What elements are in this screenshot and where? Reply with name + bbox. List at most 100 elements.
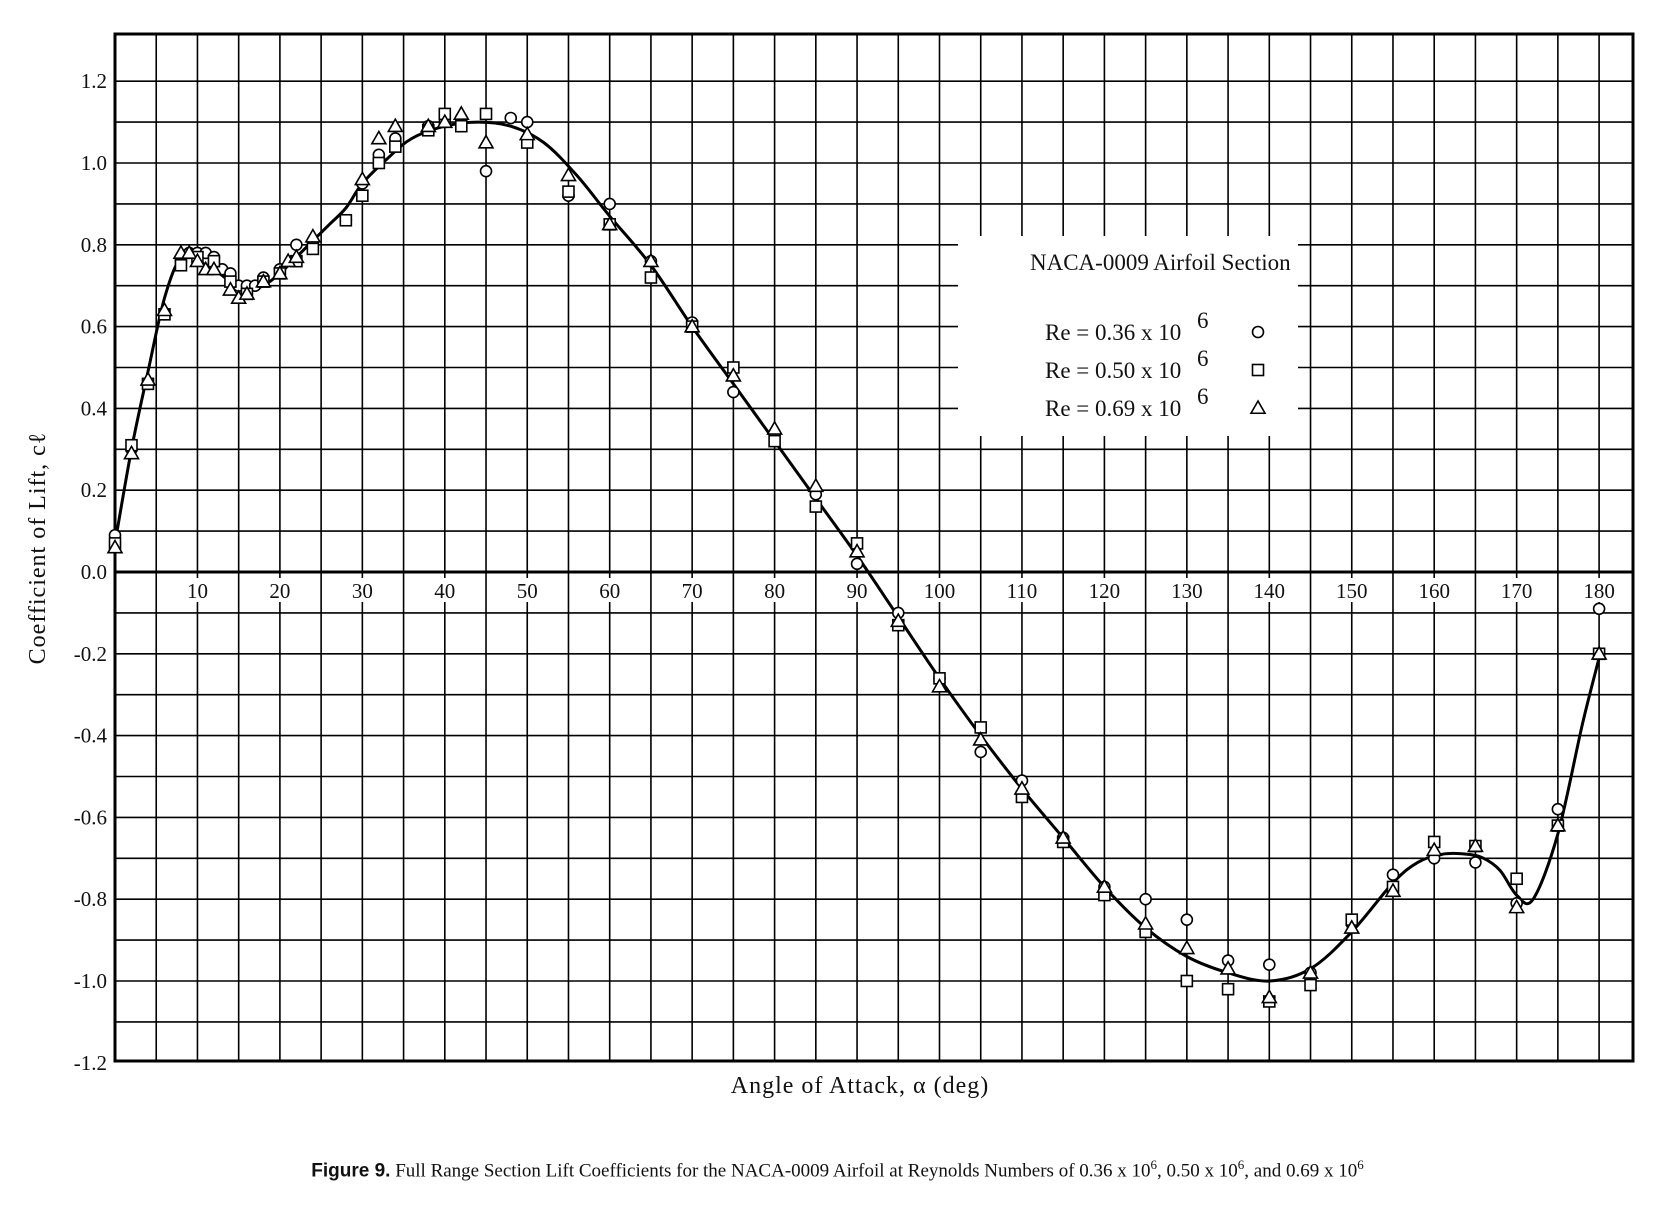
caption-exp: 6 — [1357, 1157, 1364, 1172]
square-marker — [644, 271, 658, 284]
x-tick-label: 90 — [847, 579, 868, 603]
triangle-marker — [1249, 399, 1267, 415]
y-axis-title: Coefficient of Lift, cℓ — [25, 432, 51, 665]
triangle-marker — [601, 215, 619, 231]
x-tick-label-bg — [670, 578, 715, 602]
square-marker — [174, 258, 188, 272]
triangle-marker — [766, 420, 783, 435]
x-tick-label-bg — [587, 578, 632, 602]
triangle-marker — [370, 129, 388, 145]
triangle-marker — [271, 264, 289, 280]
triangle-marker — [1219, 960, 1237, 975]
triangle-marker — [1302, 964, 1319, 979]
triangle-marker — [724, 367, 742, 382]
y-tick-label: -1.0 — [74, 969, 107, 993]
circle-marker — [1180, 913, 1194, 926]
y-tick-label: -0.6 — [74, 805, 107, 829]
circle-marker — [1469, 856, 1482, 869]
x-tick-label: 160 — [1418, 579, 1450, 603]
square-marker — [389, 140, 402, 153]
x-tick-label: 70 — [682, 579, 703, 603]
triangle-marker — [1425, 841, 1443, 857]
x-tick-label-bg — [257, 578, 302, 602]
y-tick-label: 0.2 — [81, 478, 107, 502]
triangle-marker — [419, 117, 437, 133]
y-tick-label: 0.0 — [81, 560, 107, 584]
circle-marker — [1139, 892, 1152, 906]
square-marker — [372, 156, 386, 170]
figure-label: Figure 9. — [311, 1160, 391, 1182]
triangle-marker — [304, 228, 322, 243]
triangle-marker — [1343, 919, 1361, 934]
square-marker — [1221, 982, 1235, 996]
grid-lines — [115, 34, 1633, 1061]
y-tick-labels: 1.2 1.0 0.8 0.6 0.4 0.2 0.0 -0.2 -0.4 -0.6 -0.8 -1.… — [74, 69, 108, 1075]
triangle-marker — [156, 301, 173, 317]
x-tick-label-bg — [505, 578, 550, 602]
circle-marker — [1251, 325, 1265, 339]
caption-text: , and 0.69 x 10 — [1244, 1160, 1358, 1182]
x-tick-label: 130 — [1171, 579, 1203, 603]
legend-entry-exponent: 6 — [1197, 346, 1209, 371]
square-marker — [306, 242, 320, 256]
triangle-marker — [205, 260, 223, 276]
triangle-marker — [1096, 878, 1113, 893]
y-tick-label: 0.4 — [81, 396, 108, 420]
triangle-marker — [255, 272, 272, 288]
x-tick-label: 20 — [269, 579, 290, 603]
triangle-marker — [180, 244, 198, 260]
legend-entry-label: Re = 0.69 x 10 — [1045, 396, 1181, 421]
triangle-marker — [518, 125, 536, 141]
square-marker — [562, 185, 575, 198]
x-tick-label: 110 — [1007, 579, 1038, 603]
x-tick-label-bg — [835, 578, 880, 602]
figure-caption: Figure 9. Full Range Section Lift Coeffi… — [0, 1157, 1675, 1182]
legend: NACA-0009 Airfoil Section Re = 0.36 x 10… — [958, 236, 1298, 436]
legend-entry-label: Re = 0.50 x 10 — [1045, 358, 1181, 383]
x-tick-label-bg — [1494, 578, 1539, 602]
circle-marker — [850, 557, 864, 571]
x-tick-label: 10 — [187, 579, 208, 603]
triangle-marker — [683, 317, 701, 333]
x-tick-label-bg — [917, 578, 962, 602]
triangle-marker — [452, 105, 470, 120]
triangle-marker — [1054, 829, 1072, 844]
triangle-marker — [848, 542, 866, 558]
triangle-marker — [1384, 882, 1402, 898]
triangle-marker — [807, 477, 825, 493]
x-tick-label-bg — [1247, 578, 1292, 602]
square-marker — [479, 107, 493, 121]
legend-title: NACA-0009 Airfoil Section — [1030, 250, 1291, 275]
triangle-marker — [139, 371, 157, 386]
x-tick-label-bg — [1412, 578, 1457, 602]
square-marker — [768, 434, 781, 448]
triangle-marker — [288, 248, 305, 264]
y-tick-label: 0.8 — [81, 233, 107, 257]
triangle-marker — [1590, 645, 1608, 660]
caption-exp: 6 — [1150, 1157, 1158, 1172]
y-tick-label: -0.4 — [74, 724, 108, 748]
circle-marker — [1592, 602, 1606, 616]
circle-marker — [479, 164, 493, 178]
x-tick-label-bg — [1329, 578, 1374, 602]
y-tick-label: -0.8 — [74, 887, 107, 911]
x-tick-label: 40 — [434, 579, 455, 603]
triangle-marker — [642, 252, 660, 268]
plot-frame — [113, 32, 1635, 1063]
triangle-marker — [106, 538, 124, 554]
x-tick-labels: 10 20 30 40 50 60 70 80 90 100 110 120 130 140 150 160 1… — [175, 578, 1622, 603]
triangle-marker — [889, 612, 907, 628]
x-tick-label-bg — [422, 578, 467, 602]
triangle-marker — [222, 281, 239, 296]
x-tick-label: 80 — [764, 579, 785, 603]
triangle-marker — [1508, 898, 1526, 914]
caption-exp: 6 — [1237, 1157, 1245, 1172]
y-tick-label: 0.6 — [81, 315, 107, 339]
x-tick-label: 120 — [1089, 579, 1121, 603]
circle-marker — [1386, 868, 1400, 881]
square-marker — [339, 213, 353, 227]
triangle-marker — [436, 113, 454, 129]
legend-entry-exponent: 6 — [1197, 384, 1209, 409]
triangle-marker — [386, 117, 404, 133]
